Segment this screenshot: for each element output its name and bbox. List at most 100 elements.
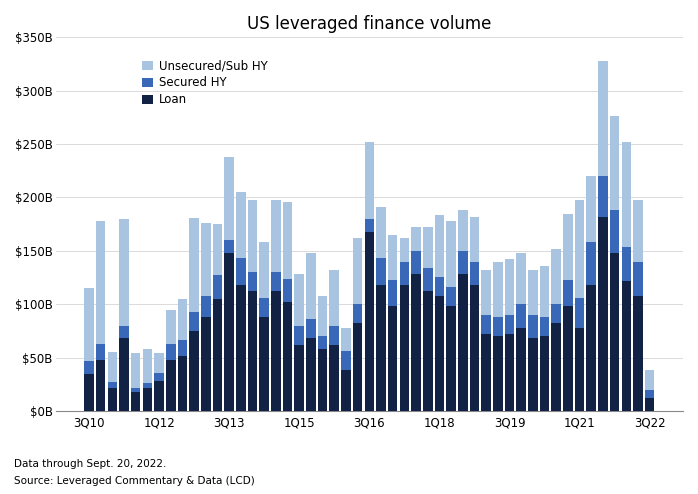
Bar: [435, 214, 444, 277]
Bar: [470, 261, 480, 285]
Bar: [329, 326, 339, 345]
Bar: [493, 317, 503, 336]
Bar: [388, 280, 397, 306]
Bar: [329, 270, 339, 326]
Bar: [96, 360, 105, 411]
Bar: [189, 331, 199, 411]
Bar: [493, 261, 503, 317]
Bar: [236, 258, 246, 285]
Bar: [528, 338, 537, 411]
Bar: [201, 317, 211, 411]
Bar: [248, 291, 258, 411]
Bar: [260, 317, 269, 411]
Bar: [458, 274, 468, 411]
Bar: [142, 383, 152, 388]
Bar: [540, 266, 549, 317]
Bar: [423, 268, 433, 291]
Bar: [283, 302, 292, 411]
Bar: [551, 324, 561, 411]
Bar: [84, 288, 94, 361]
Bar: [318, 349, 327, 411]
Bar: [107, 388, 117, 411]
Bar: [295, 326, 304, 345]
Bar: [563, 280, 573, 306]
Bar: [633, 261, 643, 296]
Bar: [645, 390, 655, 398]
Bar: [329, 345, 339, 411]
Bar: [505, 315, 514, 334]
Bar: [399, 285, 409, 411]
Bar: [119, 338, 129, 411]
Bar: [224, 253, 234, 411]
Bar: [96, 221, 105, 344]
Bar: [131, 388, 140, 392]
Bar: [306, 338, 315, 411]
Bar: [201, 223, 211, 296]
Bar: [107, 382, 117, 388]
Bar: [610, 210, 619, 253]
Bar: [610, 117, 619, 210]
Bar: [353, 324, 362, 411]
Bar: [563, 213, 573, 280]
Bar: [131, 353, 140, 388]
Bar: [411, 251, 421, 274]
Bar: [621, 247, 631, 281]
Bar: [633, 296, 643, 411]
Bar: [435, 277, 444, 296]
Bar: [388, 235, 397, 280]
Bar: [177, 356, 187, 411]
Bar: [248, 272, 258, 291]
Bar: [154, 381, 164, 411]
Bar: [598, 61, 608, 176]
Bar: [189, 312, 199, 331]
Bar: [201, 296, 211, 317]
Bar: [517, 328, 526, 411]
Bar: [575, 200, 584, 298]
Bar: [376, 258, 386, 285]
Bar: [364, 142, 374, 219]
Bar: [260, 243, 269, 298]
Bar: [376, 207, 386, 258]
Bar: [458, 210, 468, 251]
Bar: [633, 200, 643, 261]
Bar: [142, 349, 152, 383]
Bar: [645, 370, 655, 390]
Bar: [166, 344, 175, 360]
Bar: [376, 285, 386, 411]
Bar: [446, 221, 456, 287]
Bar: [364, 219, 374, 232]
Bar: [364, 232, 374, 411]
Bar: [295, 345, 304, 411]
Bar: [540, 317, 549, 336]
Bar: [84, 361, 94, 373]
Bar: [528, 315, 537, 338]
Bar: [260, 298, 269, 317]
Bar: [189, 218, 199, 312]
Bar: [493, 336, 503, 411]
Bar: [482, 334, 491, 411]
Bar: [271, 291, 281, 411]
Bar: [470, 217, 480, 261]
Title: US leveraged finance volume: US leveraged finance volume: [247, 15, 491, 33]
Bar: [96, 344, 105, 360]
Bar: [575, 328, 584, 411]
Bar: [283, 279, 292, 302]
Bar: [458, 251, 468, 274]
Bar: [411, 227, 421, 251]
Bar: [621, 281, 631, 411]
Bar: [540, 336, 549, 411]
Bar: [166, 360, 175, 411]
Bar: [154, 372, 164, 381]
Bar: [446, 306, 456, 411]
Bar: [598, 217, 608, 411]
Bar: [482, 270, 491, 315]
Bar: [446, 287, 456, 306]
Bar: [353, 304, 362, 324]
Bar: [586, 243, 596, 285]
Bar: [107, 352, 117, 382]
Bar: [645, 398, 655, 411]
Bar: [295, 274, 304, 326]
Bar: [84, 373, 94, 411]
Bar: [423, 291, 433, 411]
Bar: [271, 200, 281, 272]
